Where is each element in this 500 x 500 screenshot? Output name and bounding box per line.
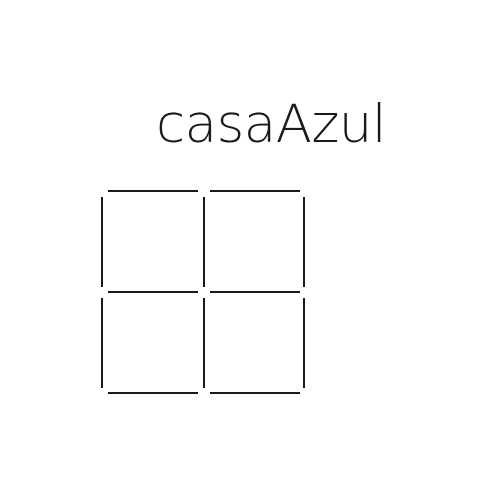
brand-wordmark: casaAzul xyxy=(156,94,387,155)
